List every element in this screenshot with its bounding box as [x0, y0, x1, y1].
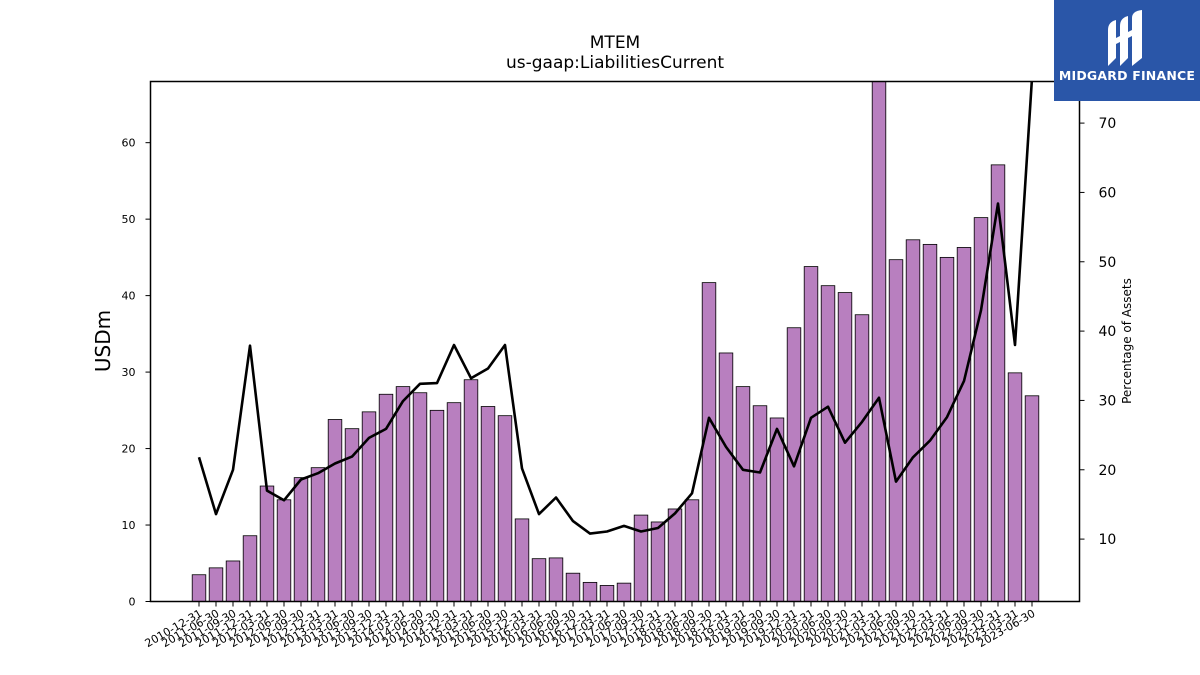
y-tick-label: 30 [122, 366, 136, 379]
bar-2017-03-31 [599, 585, 615, 602]
brand-name: MIDGARD FINANCE [1058, 68, 1196, 83]
bar-2022-06-30 [956, 247, 972, 602]
y-axis-ticks: 0 10 20 30 40 50 60 [122, 137, 151, 609]
line-percentage-of-assets [197, 81, 1034, 535]
bar-2014-03-31 [395, 386, 411, 602]
bar-2013-12-31 [378, 393, 394, 602]
bar-2012-06-30 [276, 499, 292, 602]
line-series [197, 81, 1034, 535]
bar-2020-09-30 [837, 292, 853, 602]
y2-tick-label: 60 [1099, 185, 1117, 201]
bar-2018-09-30 [701, 282, 717, 602]
bar-2019-09-30 [769, 417, 785, 602]
y-tick-label: 60 [122, 137, 136, 150]
plot-frame [149, 80, 1081, 603]
bar-2022-12-31 [990, 164, 1006, 602]
bar-2015-12-31 [514, 518, 530, 602]
bar-2020-06-30 [820, 285, 836, 602]
bar-2022-03-31 [939, 256, 955, 602]
bar-2021-03-31 [871, 81, 887, 602]
bar-2017-09-30 [633, 514, 649, 602]
bar-2012-12-31 [310, 467, 326, 602]
bar-2018-12-31 [718, 352, 734, 602]
bar-2021-09-30 [905, 239, 921, 602]
bar-2011-06-30 [208, 567, 224, 602]
y2-tick-label: 70 [1099, 116, 1117, 132]
bar-series [191, 81, 1040, 602]
y-tick-label: 20 [122, 443, 136, 456]
bar-2011-12-31 [242, 535, 258, 602]
y-tick-label: 50 [122, 213, 136, 226]
y-tick-label: 0 [129, 596, 136, 609]
bar-2017-12-31 [650, 521, 666, 602]
bar-2012-03-31 [259, 485, 275, 602]
bar-2021-12-31 [922, 243, 938, 602]
y2-tick-label: 40 [1099, 324, 1117, 340]
bar-2019-06-30 [752, 405, 768, 602]
y2-axis-ticks: 10 20 30 40 50 60 70 [1079, 116, 1117, 548]
midgard-logo-icon [1108, 10, 1142, 66]
bar-2019-03-31 [735, 386, 751, 602]
bar-2023-06-30 [1024, 395, 1040, 602]
bar-2010-12-31 [191, 574, 207, 602]
bar-2014-06-30 [412, 392, 428, 602]
bar-2016-03-31 [531, 558, 547, 602]
y2-tick-label: 30 [1099, 393, 1117, 409]
bar-2011-09-30 [225, 560, 241, 602]
bar-2021-06-30 [888, 259, 904, 602]
bar-2015-03-31 [463, 379, 479, 602]
bar-2012-09-30 [293, 477, 309, 602]
bar-2015-09-30 [497, 415, 513, 602]
y2-tick-label: 10 [1099, 532, 1117, 548]
y2-tick-label: 50 [1099, 255, 1117, 271]
bar-2020-12-31 [854, 314, 870, 602]
bar-2013-06-30 [344, 428, 360, 602]
bar-2014-09-30 [429, 409, 445, 602]
bar-2014-12-31 [446, 402, 462, 602]
y-tick-label: 10 [122, 519, 136, 532]
bar-2023-03-31 [1007, 372, 1023, 602]
chart-subtitle: us-gaap:LiabilitiesCurrent [506, 53, 724, 73]
bar-2018-06-30 [684, 499, 700, 602]
bar-2016-12-31 [582, 581, 598, 602]
chart-title: MTEM [590, 33, 640, 53]
y2-axis-label: Percentage of Assets [1120, 278, 1134, 404]
bar-2022-09-30 [973, 217, 989, 602]
bar-2013-03-31 [327, 419, 343, 602]
bar-2016-06-30 [548, 557, 564, 602]
bar-2015-06-30 [480, 406, 496, 602]
bar-2013-09-30 [361, 411, 377, 602]
y-tick-label: 40 [122, 290, 136, 303]
x-axis-ticks: 2010-12-312011-06-302011-09-302011-12-31… [143, 601, 1038, 650]
y2-tick-label: 20 [1099, 463, 1117, 479]
bar-2016-09-30 [565, 572, 581, 602]
bar-2018-03-31 [667, 508, 683, 602]
brand-logo: MIDGARD FINANCE [1054, 0, 1200, 101]
y-axis-label: USDm [91, 310, 115, 372]
bar-2017-06-30 [616, 582, 632, 602]
